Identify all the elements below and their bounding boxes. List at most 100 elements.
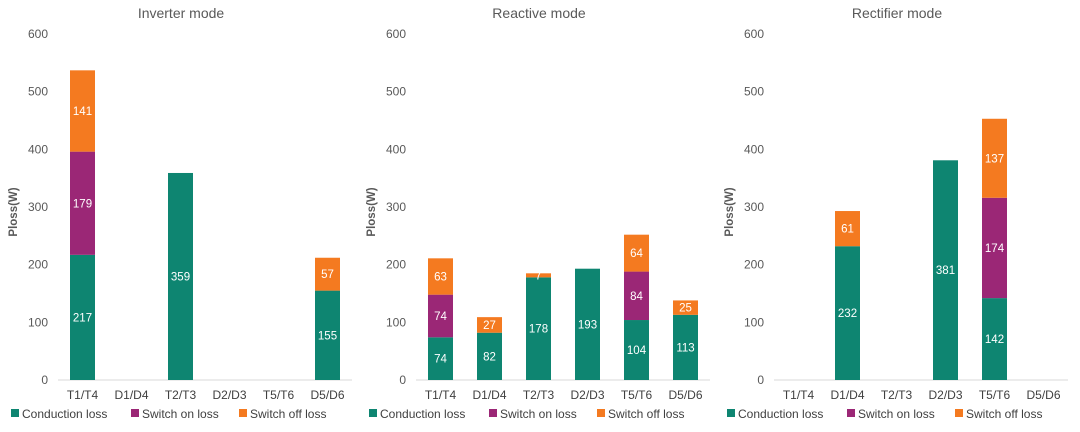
bar-segment	[835, 211, 860, 247]
data-label: 63	[434, 271, 447, 283]
y-tick-label: 600	[744, 27, 764, 41]
x-tick-label: T5/T6	[263, 388, 295, 402]
bar-segment	[575, 268, 600, 380]
y-tick-label: 500	[28, 85, 48, 99]
y-axis-label: Ploss(W)	[724, 187, 736, 236]
y-tick-label: 600	[386, 27, 406, 41]
data-label: 155	[318, 330, 337, 342]
data-label: 179	[73, 198, 92, 210]
data-label: 104	[627, 345, 647, 357]
legend-label: Switch on loss	[500, 407, 577, 421]
y-tick-label: 100	[28, 315, 48, 329]
legend-swatch	[847, 409, 855, 417]
y-tick-label: 300	[386, 200, 406, 214]
x-tick-label: T5/T6	[621, 388, 653, 402]
legend-swatch	[955, 409, 963, 417]
data-label: 64	[630, 248, 643, 260]
y-tick-label: 400	[386, 142, 406, 156]
bar-segment	[982, 118, 1007, 198]
bar-segment	[624, 320, 649, 380]
legend-swatch	[131, 409, 139, 417]
data-label: 74	[434, 354, 447, 366]
bar-segment	[526, 273, 551, 278]
bar-segment	[933, 160, 958, 380]
bar-segment	[70, 151, 95, 255]
bar-segment	[624, 271, 649, 321]
legend-label: Switch off loss	[608, 407, 684, 421]
data-label: 61	[841, 224, 854, 236]
x-tick-label: D1/D4	[114, 388, 148, 402]
x-tick-label: T2/T3	[165, 388, 197, 402]
x-tick-label: D2/D3	[928, 388, 962, 402]
data-label: 7	[535, 270, 541, 282]
bar-segment	[624, 234, 649, 272]
legend-label: Switch off loss	[966, 407, 1042, 421]
data-label: 178	[529, 324, 548, 336]
data-label: 142	[985, 334, 1004, 346]
legend-swatch	[489, 409, 497, 417]
y-tick-label: 100	[386, 315, 406, 329]
bar-segment	[428, 337, 453, 380]
legend-swatch	[597, 409, 605, 417]
y-tick-label: 400	[744, 142, 764, 156]
y-axis-label: Ploss(W)	[8, 187, 20, 236]
data-label: 141	[73, 106, 92, 118]
data-label: 27	[483, 320, 496, 332]
legend-swatch	[239, 409, 247, 417]
data-label: 82	[483, 351, 496, 363]
data-label: 57	[321, 269, 334, 281]
x-tick-label: T1/T4	[67, 388, 99, 402]
x-tick-label: D2/D3	[570, 388, 604, 402]
chart-panel-2: Reactive mode Ploss(W) 0 100 200 300 400 500 600…	[358, 0, 718, 432]
bar-segment	[673, 300, 698, 315]
bar-segment	[526, 277, 551, 380]
data-label: 137	[985, 153, 1004, 165]
data-label: 381	[936, 265, 955, 277]
legend-label: Switch off loss	[250, 407, 326, 421]
chart-title: Inverter mode	[138, 5, 225, 21]
chart-svg-3: Rectifier mode Ploss(W) 0 100 200 300 400 500 60…	[724, 5, 1068, 421]
y-tick-label: 300	[744, 200, 764, 214]
bar-segment	[428, 294, 453, 338]
y-tick-label: 200	[28, 258, 48, 272]
y-tick-label: 400	[28, 142, 48, 156]
x-tick-label: T1/T4	[783, 388, 815, 402]
chart-panel-3: Rectifier mode Ploss(W) 0 100 200 300 400 500 60…	[716, 0, 1076, 432]
data-label: 193	[578, 319, 597, 331]
bar-segment	[315, 290, 340, 380]
y-tick-label: 0	[41, 373, 48, 387]
x-tick-label: T2/T3	[523, 388, 555, 402]
y-tick-label: 300	[28, 200, 48, 214]
data-label: 232	[838, 308, 857, 320]
y-tick-label: 200	[386, 258, 406, 272]
chart-title: Reactive mode	[492, 5, 586, 21]
bar-segment	[477, 317, 502, 333]
x-tick-label: D5/D6	[1026, 388, 1060, 402]
bar-segment	[70, 70, 95, 152]
data-label: 113	[676, 342, 694, 354]
legend-swatch	[11, 409, 19, 417]
y-tick-label: 0	[399, 373, 406, 387]
data-label: 217	[73, 312, 92, 324]
y-tick-label: 0	[757, 373, 764, 387]
y-axis-label: Ploss(W)	[366, 187, 378, 236]
legend-label: Conduction loss	[380, 407, 465, 421]
chart-panel-1: Inverter mode Ploss(W) 0 100 200 300 400 500 600…	[0, 0, 360, 432]
bar-segment	[982, 298, 1007, 380]
bar-segment	[70, 254, 95, 380]
legend-label: Conduction loss	[22, 407, 107, 421]
y-tick-label: 600	[28, 27, 48, 41]
x-tick-label: T2/T3	[881, 388, 913, 402]
x-tick-label: D5/D6	[668, 388, 702, 402]
y-tick-label: 100	[744, 315, 764, 329]
bar-segment	[982, 197, 1007, 299]
data-label: 84	[630, 291, 643, 303]
y-tick-label: 500	[386, 85, 406, 99]
x-tick-label: D5/D6	[310, 388, 344, 402]
bar-segment	[673, 314, 698, 380]
y-tick-label: 500	[744, 85, 764, 99]
data-label: 359	[171, 271, 190, 283]
data-label: 74	[434, 311, 447, 323]
bar-segment	[835, 246, 860, 380]
